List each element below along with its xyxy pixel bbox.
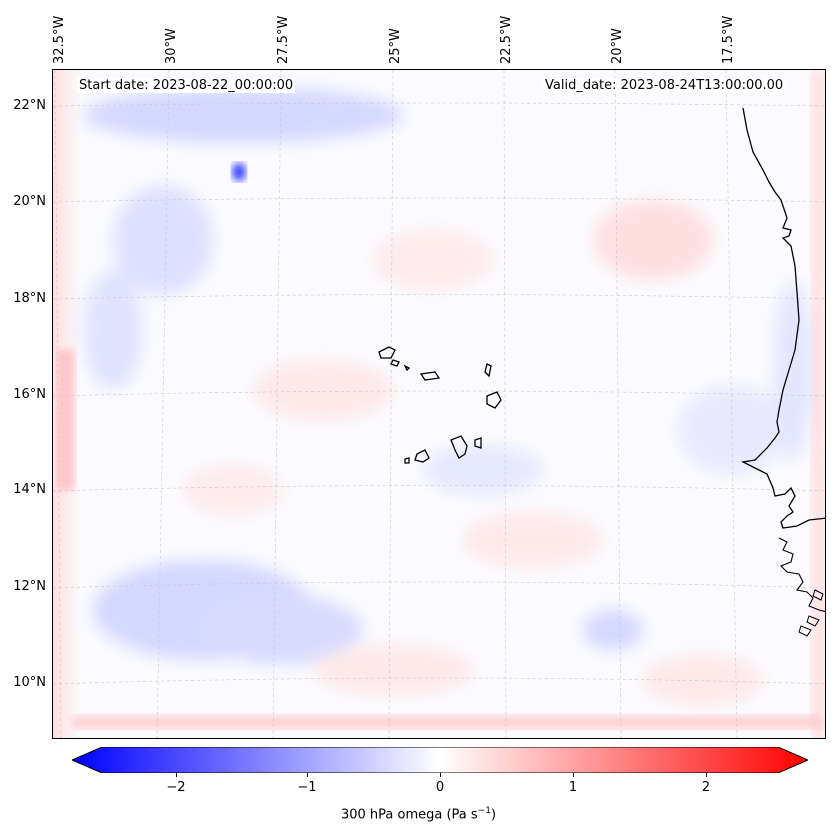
coast-islands-bissau	[798, 589, 824, 637]
lat-label-22n: 22°N	[13, 98, 46, 113]
colorbar-label-exponent: −1	[477, 806, 491, 816]
colorbar-label: 300 hPa omega (Pa s−1)	[0, 806, 837, 822]
omega-field-map	[53, 70, 825, 738]
lon-label-20w: 20°W	[610, 28, 625, 64]
valid-date-label: Valid_date: 2023-08-24T13:00:00.00	[543, 78, 786, 93]
cb-tick-label-0: 0	[435, 780, 445, 795]
colorbar-label-main: 300 hPa omega (Pa s	[340, 807, 478, 823]
cb-tick-label-1: 1	[568, 780, 578, 795]
lon-label-25w: 25°W	[388, 28, 403, 64]
cb-tickmark-neg1	[307, 773, 308, 777]
graticule	[53, 70, 825, 738]
cb-tickmark-neg2	[176, 773, 177, 777]
cb-tickmark-2	[706, 773, 707, 777]
lon-label-17-5w: 17.5°W	[721, 15, 736, 64]
cb-tickmark-1	[573, 773, 574, 777]
omega-negative-patches	[83, 87, 813, 665]
lat-label-20n: 20°N	[13, 194, 46, 209]
map-panel[interactable]	[52, 69, 826, 739]
colorbar	[72, 747, 808, 773]
lon-label-30w: 30°W	[164, 28, 179, 64]
cape-verde-islands	[378, 346, 502, 464]
strong-descent-spot	[232, 163, 246, 181]
colorbar-body	[72, 747, 808, 773]
cb-tick-label-2: 2	[701, 780, 711, 795]
cb-tickmark-0	[440, 773, 441, 777]
lon-label-22-5w: 22.5°W	[499, 15, 514, 64]
lon-label-27-5w: 27.5°W	[276, 15, 291, 64]
start-date-label: Start date: 2023-08-22_00:00:00	[77, 78, 296, 93]
bottom-edge-band	[73, 715, 823, 729]
lat-label-16n: 16°N	[13, 387, 46, 402]
africa-coastline	[740, 107, 825, 529]
lat-label-18n: 18°N	[13, 291, 46, 306]
africa-coastline-south	[778, 537, 825, 613]
cb-tick-label-neg1: −1	[297, 780, 317, 795]
lat-label-14n: 14°N	[13, 482, 46, 497]
lon-label-32-5w: 32.5°W	[52, 15, 67, 64]
colorbar-label-end: )	[490, 807, 497, 823]
left-edge-strong	[57, 350, 75, 490]
lat-label-10n: 10°N	[13, 675, 46, 690]
lat-label-12n: 12°N	[13, 579, 46, 594]
right-edge-band	[811, 70, 825, 738]
cb-tick-label-neg2: −2	[166, 780, 186, 795]
omega-positive-patches	[183, 200, 763, 705]
